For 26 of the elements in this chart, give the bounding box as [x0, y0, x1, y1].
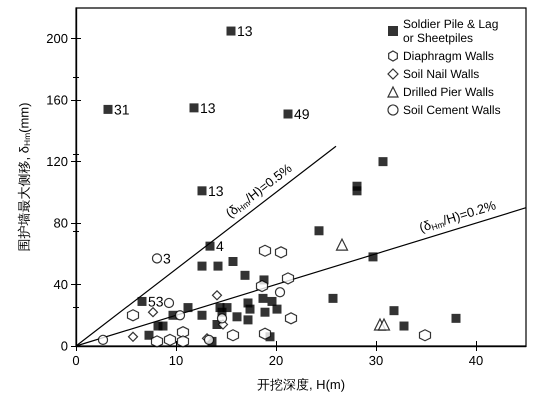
legend-label: Diaphragm Walls [403, 49, 494, 63]
y-tick-label: 120 [46, 154, 68, 170]
y-tick-label: 80 [54, 216, 68, 231]
legend-label: Soil Nail Walls [403, 67, 480, 81]
legend-label: Soil Cement Walls [403, 103, 501, 117]
annotation: 53 [148, 293, 164, 310]
y-tick-label: 160 [46, 92, 68, 108]
annotation: 3 [163, 250, 171, 266]
x-tick-label: 30 [368, 353, 384, 368]
x-tick-label: 20 [268, 353, 284, 368]
x-tick-label: 40 [468, 353, 484, 368]
annotation: 49 [294, 106, 310, 122]
y-tick-label: 40 [54, 277, 68, 292]
y-tick-label: 0 [60, 338, 68, 354]
legend-label: Drilled Pier Walls [403, 85, 494, 99]
annotation: 31 [114, 101, 130, 118]
annotation: 4 [216, 238, 224, 254]
legend-label: Soldier Pile & Lag or Sheetpiles [403, 17, 502, 45]
y-axis-title: 围护墙最大侧移, δHm(mm) [16, 102, 32, 252]
annotation: 13 [208, 182, 224, 199]
annotation: 13 [200, 100, 216, 116]
x-tick-label: 10 [168, 353, 184, 368]
annotation: 13 [237, 23, 253, 40]
x-tick-label: 0 [72, 353, 80, 368]
x-axis-title: 开挖深度, H(m) [256, 377, 346, 392]
y-tick-label: 200 [46, 31, 68, 46]
